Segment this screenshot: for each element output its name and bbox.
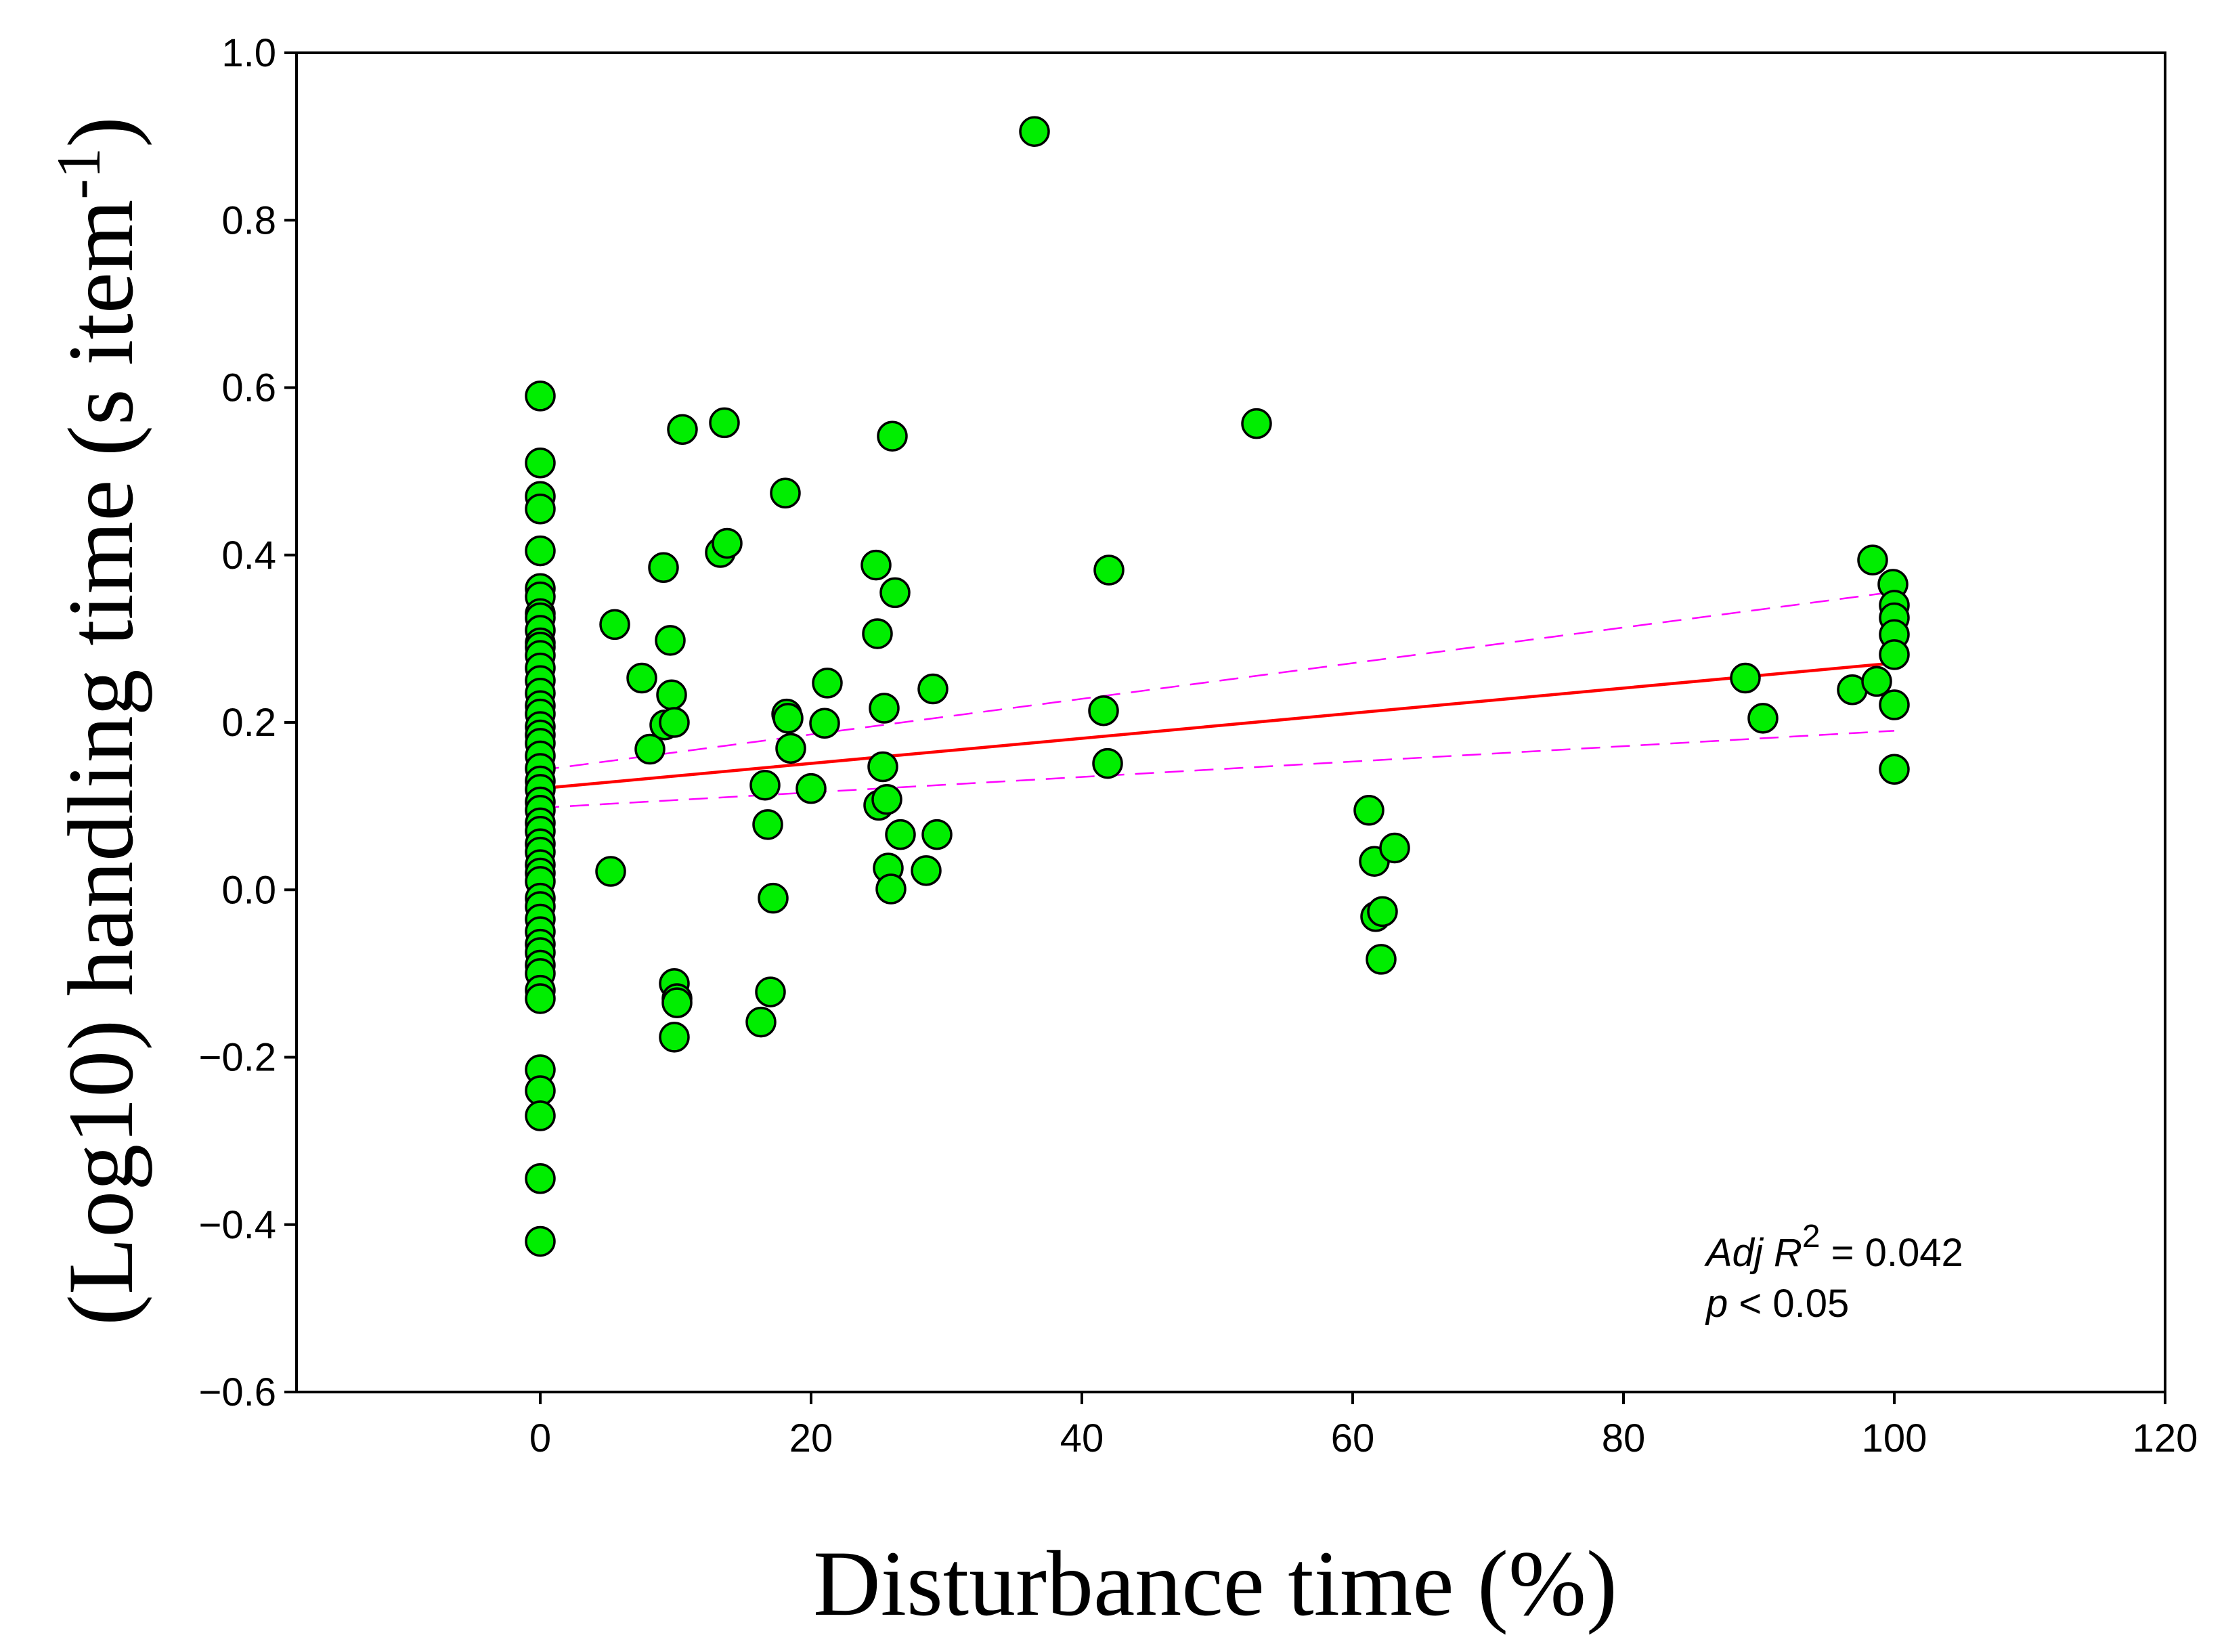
- adj-r2-value: = 0.042: [1820, 1231, 1963, 1275]
- regression-fit: [540, 661, 1895, 790]
- data-point: [770, 477, 801, 509]
- data-point: [661, 987, 693, 1018]
- data-point: [709, 407, 740, 439]
- data-point: [525, 983, 556, 1014]
- data-point: [1353, 795, 1384, 826]
- x-tick-label: 100: [1862, 1416, 1927, 1460]
- data-point: [745, 1006, 777, 1038]
- y-tick-label: −0.4: [199, 1203, 277, 1247]
- data-point: [758, 882, 789, 914]
- regression-line: [540, 661, 1895, 790]
- data-point: [772, 703, 804, 734]
- data-point: [749, 769, 781, 801]
- confidence-band: [540, 590, 1895, 809]
- y-axis-title: (Log10) handling time (s item-1): [44, 116, 152, 1326]
- x-tick-label: 40: [1060, 1416, 1104, 1460]
- data-point: [525, 494, 556, 525]
- data-point: [1861, 666, 1892, 697]
- data-point: [656, 679, 687, 710]
- data-point: [667, 414, 698, 445]
- x-tick-label: 0: [529, 1416, 551, 1460]
- y-tick-label: 0.4: [221, 534, 276, 578]
- ci-upper-line: [540, 590, 1895, 771]
- p-label: p: [1705, 1282, 1728, 1326]
- y-axis-title-close: ): [49, 116, 152, 148]
- data-point: [1879, 689, 1910, 720]
- data-point: [1879, 754, 1910, 785]
- data-point: [595, 856, 626, 887]
- data-point: [877, 420, 908, 452]
- y-tick-label: −0.6: [199, 1370, 277, 1414]
- adj-r2-label: Adj R: [1704, 1231, 1802, 1275]
- y-tick-label: 1.0: [221, 31, 276, 75]
- x-tick-label: 20: [789, 1416, 833, 1460]
- data-points: [525, 116, 1910, 1257]
- y-tick-label: 0.2: [221, 701, 276, 745]
- data-point: [1730, 662, 1761, 694]
- data-point: [809, 708, 840, 739]
- y-tick-label: 0.0: [221, 868, 276, 912]
- p-value: < 0.05: [1728, 1282, 1849, 1326]
- data-point: [867, 751, 898, 783]
- data-point: [1366, 944, 1397, 975]
- x-axis-title: Disturbance time (%): [813, 1531, 1617, 1635]
- data-point: [1857, 544, 1888, 575]
- data-point: [1879, 639, 1910, 670]
- x-tick-label: 80: [1602, 1416, 1646, 1460]
- data-point: [862, 618, 893, 649]
- data-point: [1092, 747, 1123, 779]
- data-point: [525, 535, 556, 567]
- y-tick-label: 0.8: [221, 198, 276, 242]
- adj-r2-superscript: 2: [1802, 1219, 1820, 1255]
- data-point: [1019, 116, 1050, 147]
- data-point: [525, 1225, 556, 1257]
- x-tick-label: 120: [2133, 1416, 2198, 1460]
- data-point: [655, 625, 686, 656]
- data-point: [755, 976, 786, 1007]
- y-tick-label: 0.6: [221, 366, 276, 410]
- data-point: [812, 668, 843, 699]
- data-point: [917, 673, 949, 705]
- y-axis-title-main: (Log10) handling time (s item: [49, 200, 152, 1326]
- data-point: [634, 733, 666, 765]
- adj-r2-annotation: Adj R2 = 0.042: [1704, 1219, 1963, 1275]
- data-point: [1088, 695, 1119, 726]
- data-point: [911, 855, 942, 886]
- data-point: [795, 773, 827, 804]
- data-point: [712, 527, 743, 559]
- data-point: [879, 577, 911, 609]
- y-tick-label: −0.2: [199, 1036, 277, 1080]
- data-point: [599, 609, 630, 640]
- data-point: [871, 783, 902, 815]
- data-point: [626, 662, 657, 694]
- data-point: [648, 552, 679, 584]
- data-point: [1241, 408, 1272, 439]
- data-point: [875, 873, 907, 905]
- data-point: [869, 693, 900, 724]
- data-point: [1093, 555, 1125, 586]
- data-point: [775, 733, 806, 764]
- data-point: [659, 1022, 690, 1053]
- p-value-annotation: p < 0.05: [1705, 1282, 1849, 1326]
- data-point: [525, 381, 556, 412]
- data-point: [659, 707, 690, 738]
- data-point: [525, 1163, 556, 1194]
- x-axis: 0 20 40 60 80 100 120: [529, 1392, 2198, 1460]
- x-tick-label: 60: [1331, 1416, 1375, 1460]
- plot-frame: [295, 51, 2166, 1393]
- data-point: [525, 448, 556, 479]
- data-point: [1367, 896, 1398, 928]
- data-point: [921, 819, 953, 850]
- data-point: [525, 1100, 556, 1131]
- data-point: [1747, 703, 1779, 734]
- data-point: [860, 549, 892, 581]
- data-point: [752, 809, 783, 840]
- y-axis: −0.6 −0.4 −0.2 0.0 0.2 0.4 0.6 0.8 1.0: [199, 31, 297, 1414]
- data-point: [1379, 832, 1410, 864]
- data-point: [885, 819, 916, 850]
- y-axis-title-superscript: -1: [44, 148, 113, 200]
